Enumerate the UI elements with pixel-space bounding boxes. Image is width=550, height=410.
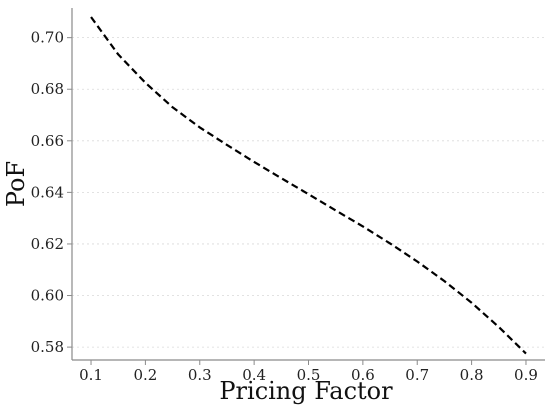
- x-tick-label: 0.6: [351, 366, 375, 384]
- x-tick-label: 0.2: [133, 366, 157, 384]
- series-line: [90, 16, 527, 355]
- y-tick-label: 0.64: [31, 183, 64, 201]
- series: [90, 16, 527, 355]
- y-tick-label: 0.60: [31, 287, 64, 305]
- x-tick-label: 0.9: [514, 366, 538, 384]
- y-axis-title: PoF: [2, 161, 30, 207]
- y-tick-label: 0.70: [31, 29, 64, 47]
- axes: [71, 8, 545, 361]
- grid-lines: [72, 37, 545, 348]
- x-tick-label: 0.1: [79, 366, 103, 384]
- x-tick-label: 0.4: [242, 366, 266, 384]
- x-tick-label: 0.3: [188, 366, 212, 384]
- x-tick-label: 0.7: [405, 366, 429, 384]
- x-axis-title: Pricing Factor: [219, 377, 393, 405]
- y-tick-label: 0.68: [31, 80, 64, 98]
- x-tick-label: 0.8: [460, 366, 484, 384]
- ticks: 0.58 0.60 0.62 0.64 0.66 0.68 0.70 0.1 0.2 0.3 0.4…: [31, 29, 538, 384]
- y-tick-label: 0.62: [31, 235, 64, 253]
- y-tick-label: 0.66: [31, 132, 64, 150]
- x-tick-label: 0.5: [297, 366, 321, 384]
- y-tick-label: 0.58: [31, 338, 64, 356]
